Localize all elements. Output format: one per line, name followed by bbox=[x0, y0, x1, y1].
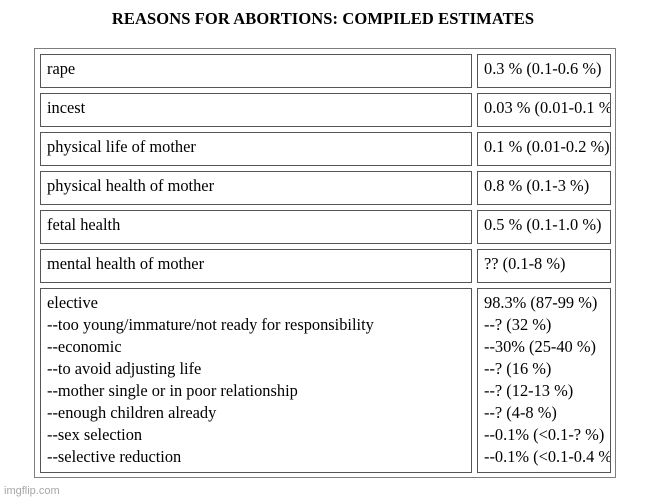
estimate-text: 0.3 % (0.1-0.6 %) bbox=[484, 59, 602, 78]
table-cell-estimate: 0.5 % (0.1-1.0 %) bbox=[477, 210, 611, 244]
watermark: imgflip.com bbox=[4, 485, 60, 497]
reason-text: incest bbox=[47, 98, 86, 117]
estimate-text: 0.5 % (0.1-1.0 %) bbox=[484, 215, 602, 234]
reason-text: --sex selection bbox=[47, 425, 143, 444]
estimates-table: rape 0.3 % (0.1-0.6 %) incest 0.03 % (0.… bbox=[34, 48, 616, 478]
estimate-text: 0.1 % (0.01-0.2 %) bbox=[484, 137, 610, 156]
table-cell-estimate: 98.3% (87-99 %) --? (32 %) --30% (25-40 … bbox=[477, 288, 611, 473]
estimate-text: --? (4-8 %) bbox=[484, 403, 557, 422]
reason-text: --selective reduction bbox=[47, 447, 182, 466]
table-cell-reason: fetal health bbox=[40, 210, 472, 244]
estimate-text: --0.1% (<0.1-? %) bbox=[484, 425, 605, 444]
table-cell-reason: rape bbox=[40, 54, 472, 88]
estimate-text: --? (12-13 %) bbox=[484, 381, 574, 400]
estimate-text: --? (32 %) bbox=[484, 315, 552, 334]
table-cell-reason: elective --too young/immature/not ready … bbox=[40, 288, 472, 473]
table-cell-estimate: ?? (0.1-8 %) bbox=[477, 249, 611, 283]
estimate-text: 0.03 % (0.01-0.1 %) bbox=[484, 98, 611, 117]
table-cell-estimate: 0.8 % (0.1-3 %) bbox=[477, 171, 611, 205]
estimate-text: --0.1% (<0.1-0.4 %) bbox=[484, 447, 611, 466]
estimate-text: 98.3% (87-99 %) bbox=[484, 293, 598, 312]
reason-text: --enough children already bbox=[47, 403, 217, 422]
reason-text: mental health of mother bbox=[47, 254, 205, 273]
table-cell-estimate: 0.1 % (0.01-0.2 %) bbox=[477, 132, 611, 166]
reason-text: physical health of mother bbox=[47, 176, 215, 195]
table-cell-estimate: 0.03 % (0.01-0.1 %) bbox=[477, 93, 611, 127]
reason-text: rape bbox=[47, 59, 76, 78]
reason-text: --mother single or in poor relationship bbox=[47, 381, 298, 400]
reason-text: fetal health bbox=[47, 215, 121, 234]
reason-text: --economic bbox=[47, 337, 122, 356]
reason-text: physical life of mother bbox=[47, 137, 196, 156]
estimate-text: 0.8 % (0.1-3 %) bbox=[484, 176, 590, 195]
table-cell-estimate: 0.3 % (0.1-0.6 %) bbox=[477, 54, 611, 88]
reason-text: elective bbox=[47, 293, 98, 312]
table-cell-reason: physical life of mother bbox=[40, 132, 472, 166]
estimate-text: --? (16 %) bbox=[484, 359, 552, 378]
page-title: REASONS FOR ABORTIONS: COMPILED ESTIMATE… bbox=[111, 9, 535, 28]
table-cell-reason: mental health of mother bbox=[40, 249, 472, 283]
reason-text: --to avoid adjusting life bbox=[47, 359, 202, 378]
reason-text: --too young/immature/not ready for respo… bbox=[47, 315, 374, 334]
table-cell-reason: physical health of mother bbox=[40, 171, 472, 205]
table-cell-reason: incest bbox=[40, 93, 472, 127]
estimate-text: ?? (0.1-8 %) bbox=[484, 254, 566, 273]
estimate-text: --30% (25-40 %) bbox=[484, 337, 596, 356]
